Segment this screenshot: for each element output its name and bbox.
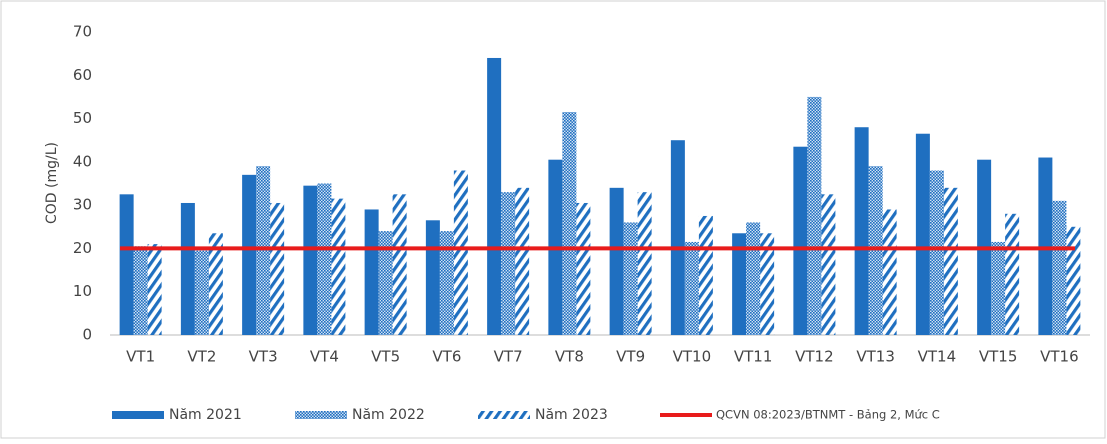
bar (208, 233, 223, 335)
bar (425, 220, 440, 335)
bar (317, 183, 332, 335)
bar (746, 222, 761, 335)
bar (760, 233, 775, 335)
bar (854, 127, 869, 335)
bar (732, 233, 747, 335)
bar (487, 57, 502, 335)
x-tick-label: VT10 (673, 348, 712, 366)
bar (623, 222, 638, 335)
bar (1038, 157, 1053, 335)
x-tick-label: VT4 (310, 348, 339, 366)
bar (793, 146, 808, 335)
bar (133, 246, 148, 335)
y-tick-label: 20 (73, 239, 92, 257)
legend-label: QCVN 08:2023/BTNMT - Bảng 2, Mức C (716, 408, 940, 422)
bar (194, 250, 209, 335)
x-tick-label: VT1 (126, 348, 155, 366)
legend-label: Năm 2022 (352, 407, 425, 423)
bar (147, 244, 162, 335)
bar (821, 194, 836, 335)
bar (364, 209, 379, 335)
x-tick-label: VT3 (249, 348, 278, 366)
bar (303, 185, 318, 335)
y-tick-label: 0 (82, 326, 92, 344)
bar (515, 187, 530, 335)
bar (915, 133, 930, 335)
y-tick-label: 70 (73, 23, 92, 41)
y-tick-label: 60 (73, 66, 92, 84)
y-tick-label: 50 (73, 109, 92, 127)
bar (609, 187, 624, 335)
bar (991, 241, 1006, 335)
bar (929, 170, 944, 335)
bar (392, 194, 407, 335)
legend-swatch (295, 411, 347, 419)
bar (943, 187, 958, 335)
bar (453, 170, 468, 335)
y-tick-label: 30 (73, 196, 92, 214)
bar (1066, 226, 1081, 335)
x-tick-label: VT15 (979, 348, 1018, 366)
bar (1052, 200, 1067, 335)
bar (684, 241, 699, 335)
bar (807, 96, 822, 335)
legend-label: Năm 2023 (535, 407, 608, 423)
x-tick-label: VT13 (856, 348, 895, 366)
x-tick-label: VT11 (734, 348, 773, 366)
bar (1005, 213, 1020, 335)
y-tick-label: 40 (73, 152, 92, 170)
x-tick-label: VT14 (918, 348, 957, 366)
bar (698, 215, 713, 335)
bar (180, 202, 195, 335)
bar (670, 140, 685, 335)
legend-label: Năm 2021 (169, 407, 242, 423)
x-tick-label: VT7 (494, 348, 523, 366)
legend-swatch (478, 411, 530, 419)
x-tick-label: VT2 (187, 348, 216, 366)
y-axis-label: COD (mg/L) (44, 142, 60, 224)
x-tick-label: VT8 (555, 348, 584, 366)
bar (119, 194, 134, 335)
bar (331, 198, 346, 335)
x-tick-label: VT16 (1040, 348, 1079, 366)
bar (378, 231, 393, 335)
x-tick-label: VT5 (371, 348, 400, 366)
bar (882, 209, 897, 335)
bar (576, 202, 591, 335)
legend-swatch (112, 411, 164, 419)
bar (501, 192, 516, 335)
x-tick-label: VT6 (432, 348, 461, 366)
bar (242, 174, 257, 335)
bar (256, 166, 271, 335)
bar (637, 192, 652, 335)
x-tick-label: VT9 (616, 348, 645, 366)
bar (439, 231, 454, 335)
bar (562, 112, 577, 335)
bar (868, 166, 883, 335)
bar (270, 202, 285, 335)
y-tick-label: 10 (73, 282, 92, 300)
x-tick-label: VT12 (795, 348, 834, 366)
